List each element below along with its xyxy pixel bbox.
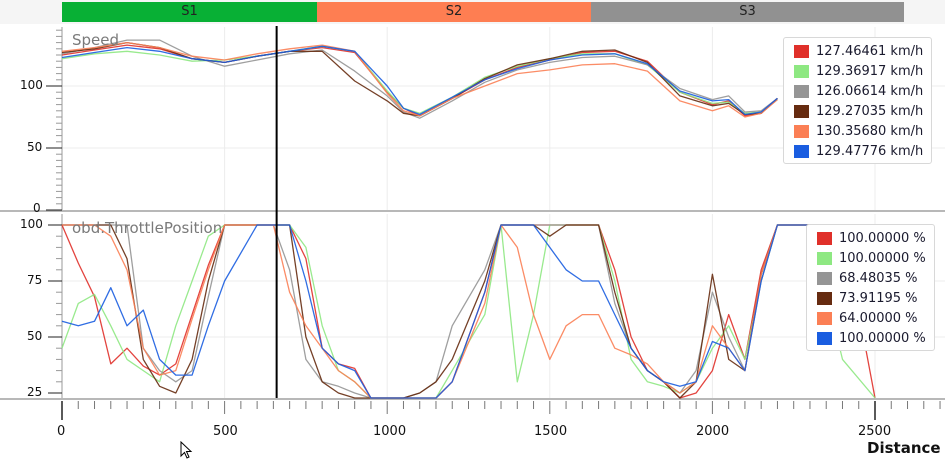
legend-value: 68.48035 % [839, 270, 918, 286]
x-tick-2500: 2500 [858, 424, 892, 439]
throttle-y-tick-75: 75 [27, 273, 43, 287]
throttle-series-line [61, 224, 875, 399]
legend-value: 100.00000 % [839, 230, 926, 246]
throttle-plot-label: obd.ThrottlePosition [72, 219, 223, 237]
throttle-y-tick-25: 25 [27, 385, 43, 399]
speed-series-line [61, 41, 778, 118]
throttle-series-line [61, 224, 876, 399]
legend-value: 129.36917 km/h [816, 63, 924, 79]
throttle-legend-item[interactable]: 64.00000 % [817, 308, 926, 328]
speed-y-tick-0: 0 [33, 201, 41, 215]
legend-swatch [794, 44, 809, 58]
legend-value: 129.47776 km/h [816, 143, 924, 159]
legend-value: 100.00000 % [839, 250, 926, 266]
speed-legend-item[interactable]: 127.46461 km/h [794, 41, 923, 61]
speed-legend: 127.46461 km/h 129.36917 km/h 126.06614 km… [783, 37, 933, 164]
speed-legend-item[interactable]: 129.36917 km/h [794, 61, 923, 81]
legend-value: 127.46461 km/h [816, 43, 924, 59]
mouse-cursor-icon [180, 441, 193, 459]
x-tick-1500: 1500 [534, 424, 568, 439]
speed-plot-label: Speed [72, 31, 120, 49]
legend-swatch [817, 251, 832, 265]
throttle-legend-item[interactable]: 100.00000 % [817, 248, 926, 268]
throttle-series-line [62, 224, 875, 399]
throttle-legend-item[interactable]: 73.91195 % [817, 288, 926, 308]
legend-value: 129.27035 km/h [816, 103, 924, 119]
legend-swatch [817, 311, 832, 325]
legend-value: 100.00000 % [839, 330, 926, 346]
speed-legend-item[interactable]: 130.35680 km/h [794, 121, 923, 141]
throttle-y-tick-50: 50 [27, 329, 43, 343]
throttle-series-line [62, 224, 875, 399]
legend-swatch [817, 271, 832, 285]
speed-legend-item[interactable]: 129.27035 km/h [794, 101, 923, 121]
sector-s2[interactable]: S2 [317, 2, 591, 22]
legend-swatch [817, 291, 832, 305]
x-tick-500: 500 [213, 424, 238, 439]
sector-s3[interactable]: S3 [591, 2, 904, 22]
legend-value: 126.06614 km/h [816, 83, 924, 99]
legend-swatch [794, 144, 809, 158]
speed-y-tick-100: 100 [20, 78, 43, 92]
throttle-legend: 100.00000 % 100.00000 % 68.48035 % 73.91195… [806, 224, 935, 351]
legend-value: 64.00000 % [839, 310, 918, 326]
speed-y-tick-50: 50 [27, 140, 43, 154]
legend-value: 73.91195 % [839, 290, 918, 306]
speed-legend-item[interactable]: 129.47776 km/h [794, 141, 923, 161]
legend-swatch [817, 331, 832, 345]
legend-value: 130.35680 km/h [816, 123, 924, 139]
x-axis-title: Distance [867, 439, 941, 457]
speed-series-line [61, 44, 778, 117]
throttle-legend-item[interactable]: 100.00000 % [817, 328, 926, 348]
speed-series-line [61, 45, 778, 114]
sector-s1[interactable]: S1 [62, 2, 317, 22]
throttle-legend-item[interactable]: 68.48035 % [817, 268, 926, 288]
throttle-series-line [61, 224, 876, 399]
legend-swatch [794, 84, 809, 98]
speed-series-line [61, 45, 778, 116]
x-tick-0: 0 [57, 424, 66, 439]
legend-swatch [794, 124, 809, 138]
speed-series-line [61, 39, 778, 119]
throttle-y-tick-100: 100 [20, 217, 43, 231]
legend-swatch [817, 231, 832, 245]
speed-legend-item[interactable]: 126.06614 km/h [794, 81, 923, 101]
throttle-legend-item[interactable]: 100.00000 % [817, 228, 926, 248]
x-tick-2000: 2000 [696, 424, 730, 439]
x-tick-1000: 1000 [373, 424, 407, 439]
legend-swatch [794, 104, 809, 118]
legend-swatch [794, 64, 809, 78]
